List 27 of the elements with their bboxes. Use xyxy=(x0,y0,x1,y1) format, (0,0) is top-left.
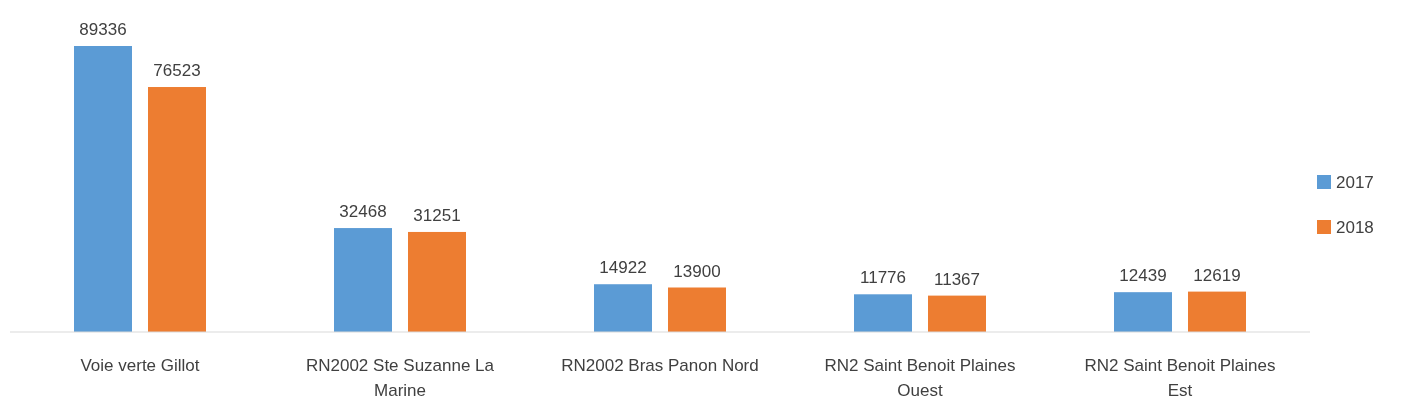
bar xyxy=(594,284,652,332)
data-label: 13900 xyxy=(673,261,721,281)
bar xyxy=(408,231,466,332)
x-tick-label: RN2002 Bras Panon Nord xyxy=(561,356,759,375)
data-label: 12619 xyxy=(1193,265,1241,285)
bar xyxy=(928,295,986,332)
data-label: 14922 xyxy=(599,258,647,278)
bar xyxy=(854,294,912,332)
bar xyxy=(668,287,726,332)
data-label: 89336 xyxy=(79,20,127,39)
legend-label: 2018 xyxy=(1336,218,1374,237)
bar xyxy=(74,46,132,332)
legend-label: 2017 xyxy=(1336,173,1374,192)
bar xyxy=(1188,291,1246,332)
data-label: 32468 xyxy=(339,202,387,222)
data-label: 76523 xyxy=(153,61,201,81)
data-label: 11776 xyxy=(859,268,907,288)
data-label: 12439 xyxy=(1119,266,1167,286)
data-label: 31251 xyxy=(413,205,461,225)
bar xyxy=(148,87,206,332)
bar xyxy=(1114,292,1172,332)
bar xyxy=(334,228,392,332)
x-tick-label: RN2002 Ste Suzanne La Marine xyxy=(305,356,495,400)
data-label: 11367 xyxy=(933,269,981,289)
x-tick-label: Voie verte Gillot xyxy=(80,356,200,375)
x-tick-label: RN2 Saint Benoit Plaines Ouest xyxy=(824,356,1016,400)
x-tick-label: RN2 Saint Benoit Plaines Est xyxy=(1084,356,1276,400)
